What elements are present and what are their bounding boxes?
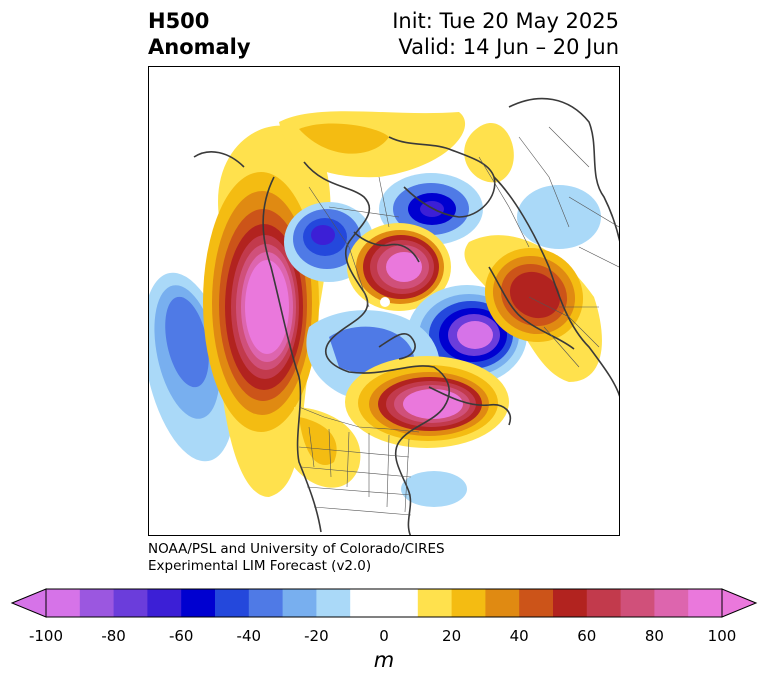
colorbar-segment — [248, 589, 284, 617]
southeast-us-trough — [401, 471, 467, 507]
colorbar-outline — [45, 588, 723, 618]
colorbar-segment — [113, 589, 148, 617]
forecast-dates: Init: Tue 20 May 2025 Valid: 14 Jun – 20… — [392, 8, 619, 60]
colorbar-tick-label: 60 — [577, 627, 597, 645]
map-canvas — [149, 97, 619, 535]
colorbar-segment — [553, 589, 588, 617]
colorbar-segment — [147, 589, 182, 617]
colorbar-segment — [586, 589, 622, 617]
colorbar-segment — [485, 589, 520, 617]
valid-range: Valid: 14 Jun – 20 Jun — [398, 35, 619, 59]
colorbar-segment — [46, 589, 81, 617]
colorbar-tick-label: -80 — [101, 627, 126, 645]
colorbar-segment — [282, 589, 317, 617]
title-variable: H500 — [148, 9, 210, 33]
colorbar-tick-label: -20 — [304, 627, 329, 645]
colorbar-segment — [181, 589, 216, 617]
west-coast-ridge — [203, 125, 331, 497]
eastern-canada-ridge — [345, 356, 509, 448]
colorbar-segment — [417, 589, 453, 617]
credit-line-1: NOAA/PSL and University of Colorado/CIRE… — [148, 541, 445, 557]
colorbar-segment — [688, 589, 723, 617]
colorbar-segment — [620, 589, 655, 617]
arctic-ridge — [279, 111, 514, 183]
colorbar-segment — [384, 589, 419, 617]
colorbar-tick-label: -40 — [236, 627, 262, 645]
coastlines — [193, 97, 619, 535]
colorbar-unit-label: m — [373, 648, 395, 672]
credit-text: NOAA/PSL and University of Colorado/CIRE… — [148, 541, 445, 575]
arctic-high — [347, 223, 451, 311]
anomaly-contours — [149, 111, 602, 507]
colorbar-segment — [350, 589, 385, 617]
title-type: Anomaly — [148, 35, 251, 59]
colorbar-segment — [519, 589, 554, 617]
map-title: H500 Anomaly — [148, 8, 251, 60]
colorbar-segment — [654, 589, 689, 617]
central-us-ridge — [294, 407, 361, 488]
colorbar — [10, 588, 758, 618]
colorbar-segment — [215, 589, 250, 617]
colorbar-tick-label: -100 — [28, 627, 64, 645]
political-borders — [298, 126, 619, 516]
init-date: Init: Tue 20 May 2025 — [392, 9, 619, 33]
anomaly-map — [148, 66, 620, 536]
colorbar-right-arrow — [721, 588, 758, 618]
siberian-trough — [517, 185, 601, 249]
colorbar-segment — [316, 589, 351, 617]
colorbar-segment — [451, 589, 486, 617]
colorbar-tick-label: 20 — [442, 627, 462, 645]
pole-marker — [380, 297, 390, 307]
colorbar-tick-label: 100 — [707, 627, 737, 645]
colorbar-segment — [79, 589, 115, 617]
colorbar-left-arrow — [10, 588, 47, 618]
colorbar-tick-label: 80 — [644, 627, 664, 645]
credit-line-2: Experimental LIM Forecast (v2.0) — [148, 558, 372, 574]
colorbar-tick-label: 0 — [379, 627, 389, 645]
colorbar-segments — [46, 589, 723, 617]
colorbar-tick-label: -60 — [168, 627, 194, 645]
colorbar-tick-label: 40 — [509, 627, 529, 645]
